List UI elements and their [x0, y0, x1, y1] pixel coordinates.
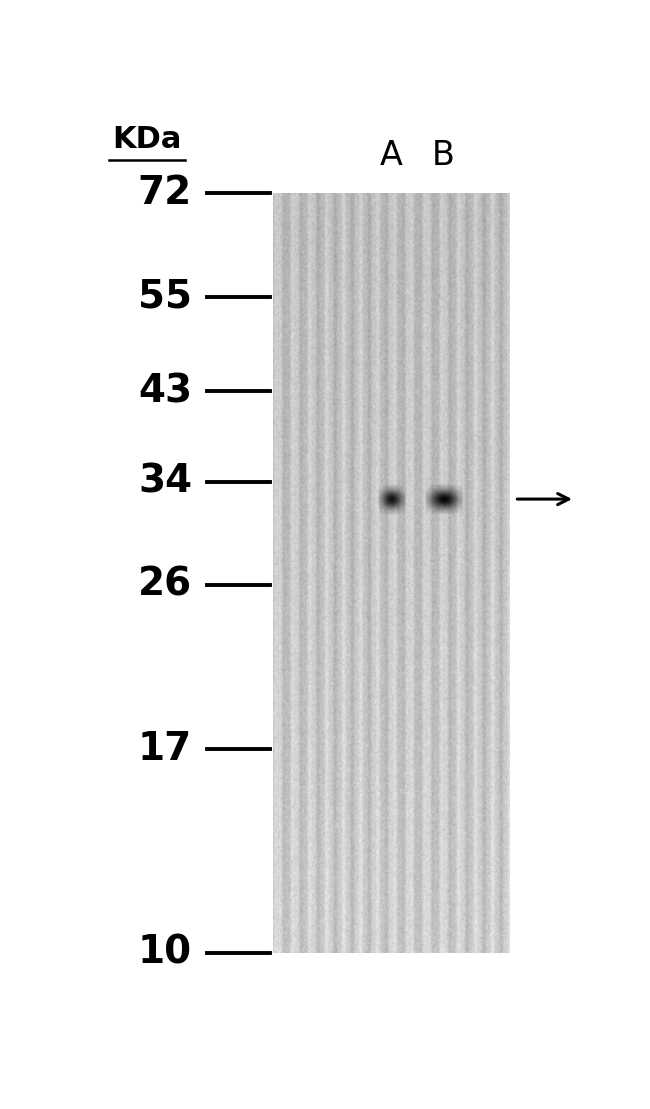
Text: 34: 34: [138, 462, 192, 501]
Text: KDa: KDa: [112, 125, 181, 154]
Text: A: A: [380, 139, 402, 172]
Text: 17: 17: [138, 730, 192, 767]
Text: 55: 55: [138, 277, 192, 316]
Text: 72: 72: [138, 174, 192, 212]
Text: 43: 43: [138, 373, 192, 410]
Text: 10: 10: [138, 934, 192, 971]
Text: 26: 26: [138, 566, 192, 604]
Text: B: B: [432, 139, 454, 172]
